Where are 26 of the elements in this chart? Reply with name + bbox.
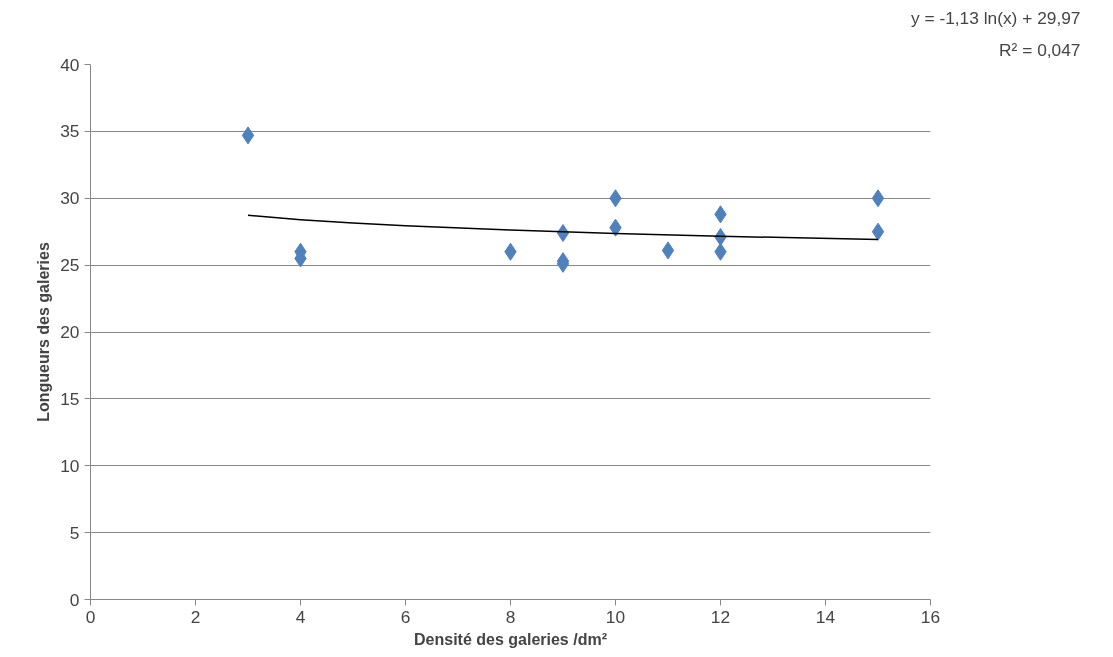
x-tick-label: 2 <box>190 606 201 627</box>
x-tick-label: 12 <box>710 606 731 627</box>
point <box>241 126 255 145</box>
x-tick-label: 4 <box>295 606 306 627</box>
x-tick-label: 0 <box>85 606 96 627</box>
y-tick-label: 10 <box>60 455 80 476</box>
point <box>871 222 885 241</box>
y-tick-label: 0 <box>69 589 80 610</box>
y-tick-label: 35 <box>60 121 80 142</box>
text: R² = 0,047 <box>999 39 1081 60</box>
x-tick-label: 6 <box>400 606 411 627</box>
y-tick-label: 5 <box>69 522 80 543</box>
x-tick-label: 14 <box>815 606 836 627</box>
point <box>661 241 675 260</box>
x-axis-title: Densité des galeries /dm² <box>414 630 607 648</box>
y-tick-label: 40 <box>60 54 80 75</box>
text: y = -1,13 ln(x) + 29,97 <box>910 7 1081 28</box>
y-axis-title: Longueurs des galeries <box>35 242 53 422</box>
y-tick-label: 15 <box>60 388 80 409</box>
x-tick-label: 8 <box>505 606 516 627</box>
y-tick-label: 25 <box>60 255 80 276</box>
point <box>871 189 885 208</box>
x-tick-label: 10 <box>605 606 626 627</box>
y-tick-label: 30 <box>60 188 80 209</box>
y-tick-label: 20 <box>60 322 80 342</box>
x-tick-label: 16 <box>920 606 941 627</box>
